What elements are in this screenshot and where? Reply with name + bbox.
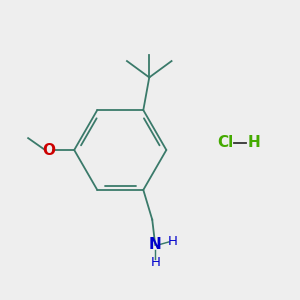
Text: N: N bbox=[149, 237, 162, 252]
Text: H: H bbox=[248, 135, 260, 150]
Text: O: O bbox=[42, 142, 56, 158]
Text: H: H bbox=[167, 235, 177, 248]
Text: Cl: Cl bbox=[218, 135, 234, 150]
Text: H: H bbox=[150, 256, 160, 269]
